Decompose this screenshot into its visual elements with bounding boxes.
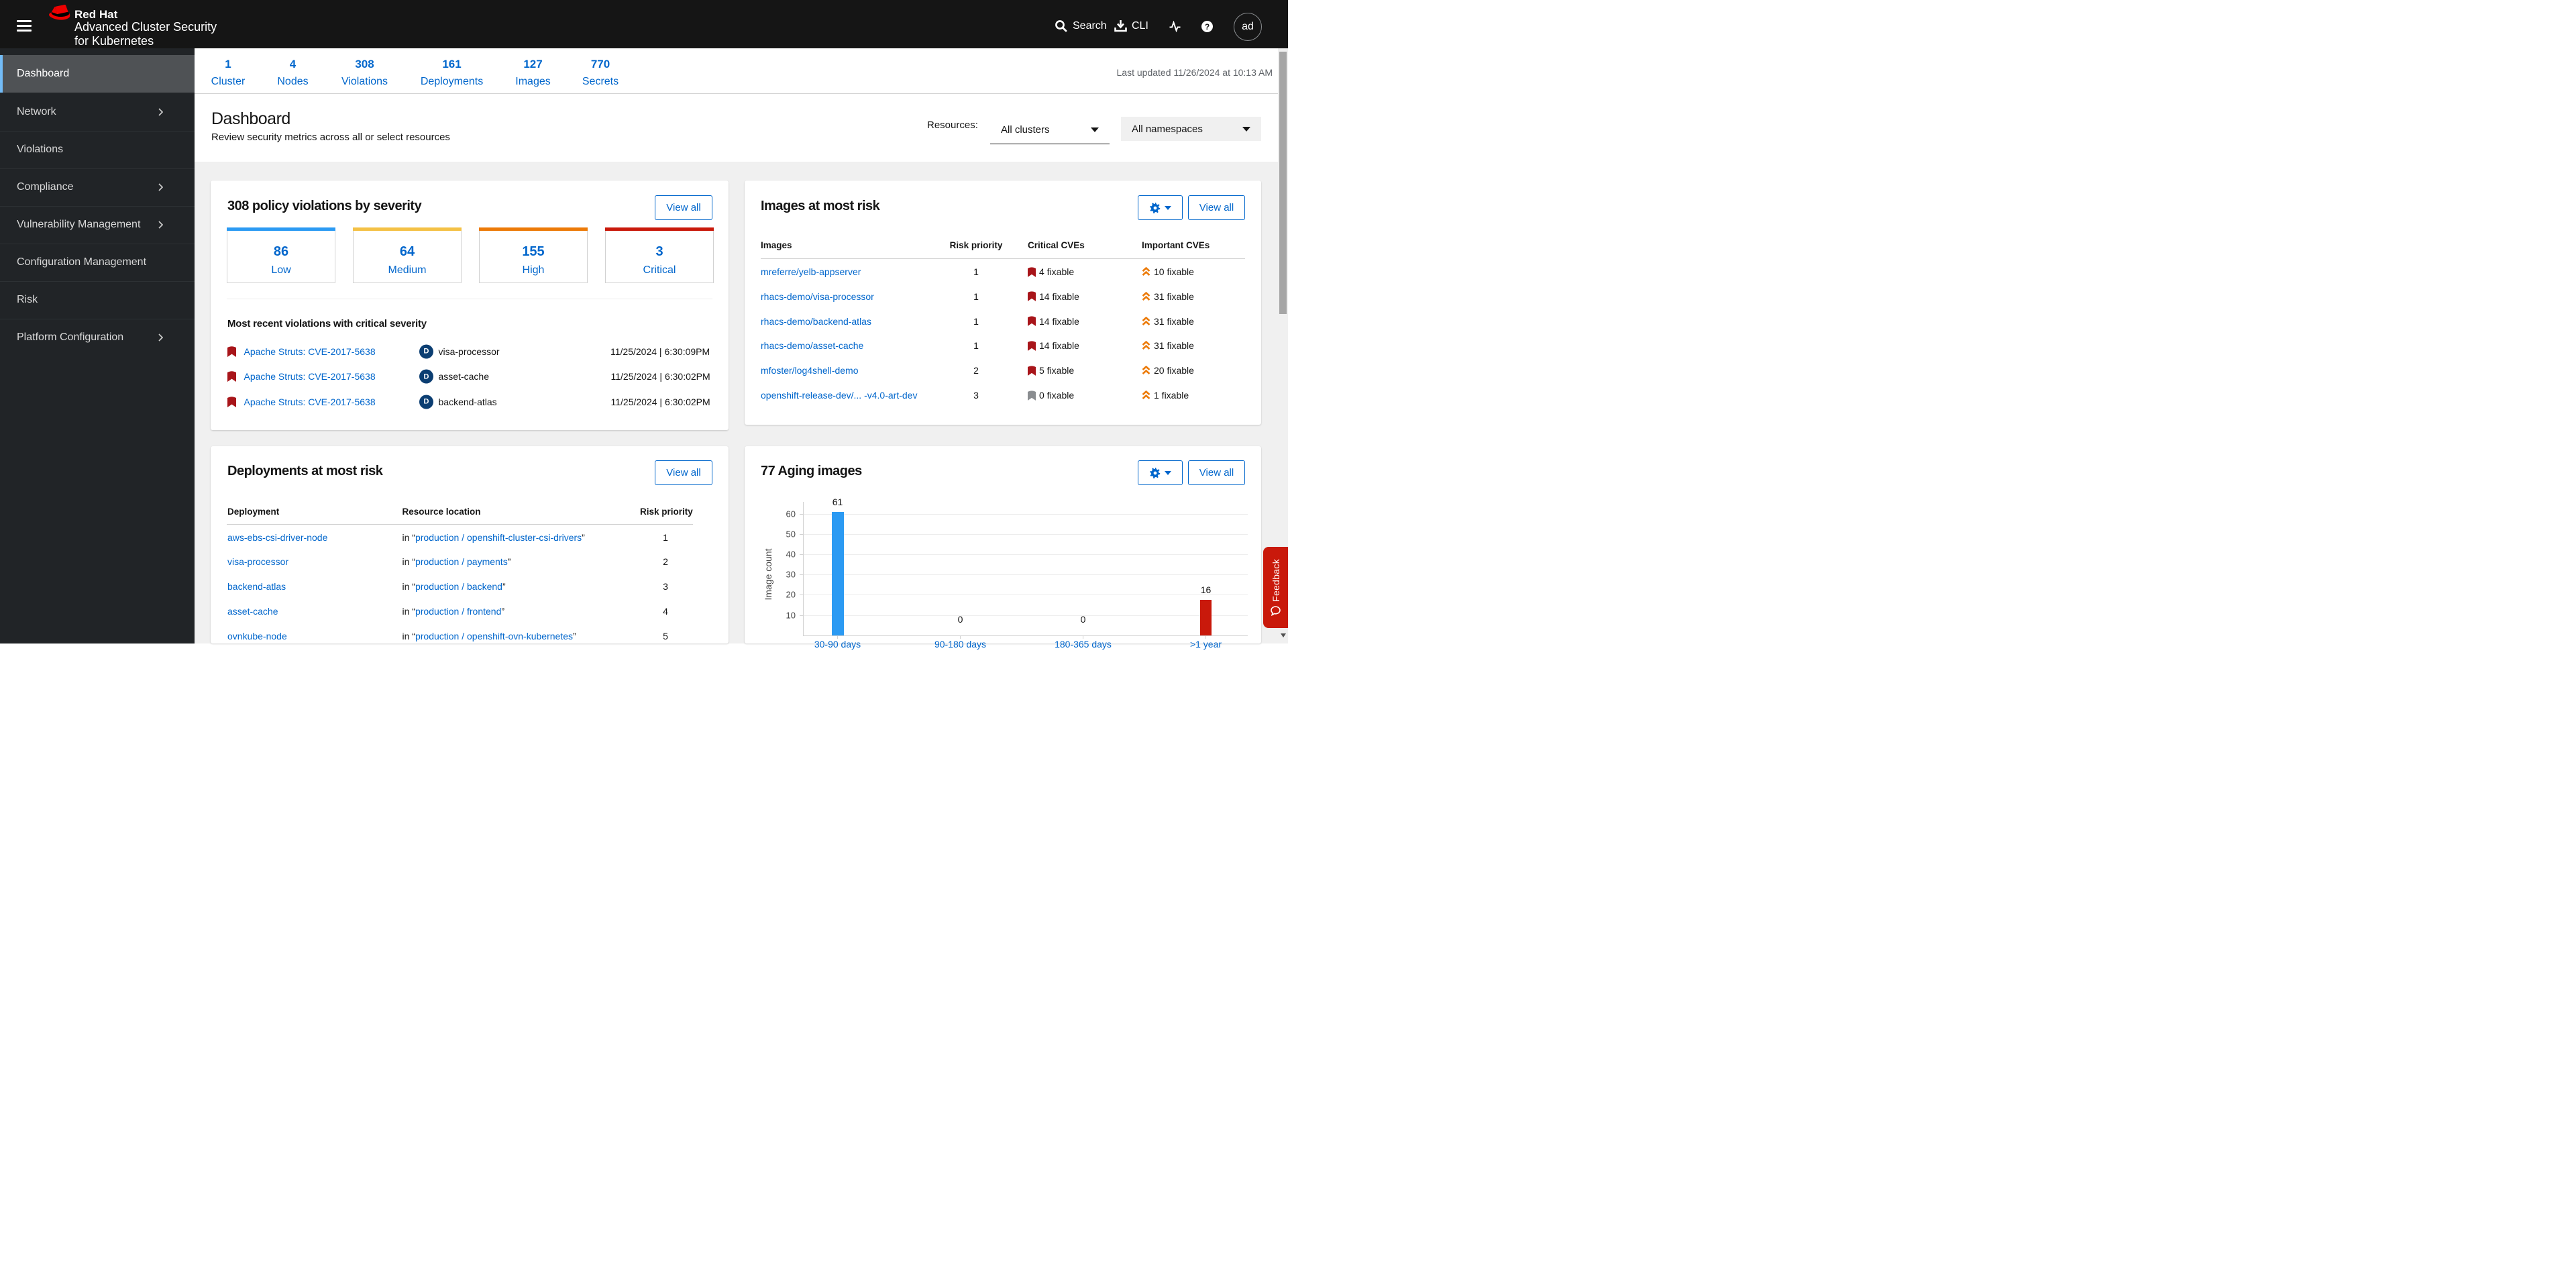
svg-text:?: ? — [1205, 22, 1210, 32]
